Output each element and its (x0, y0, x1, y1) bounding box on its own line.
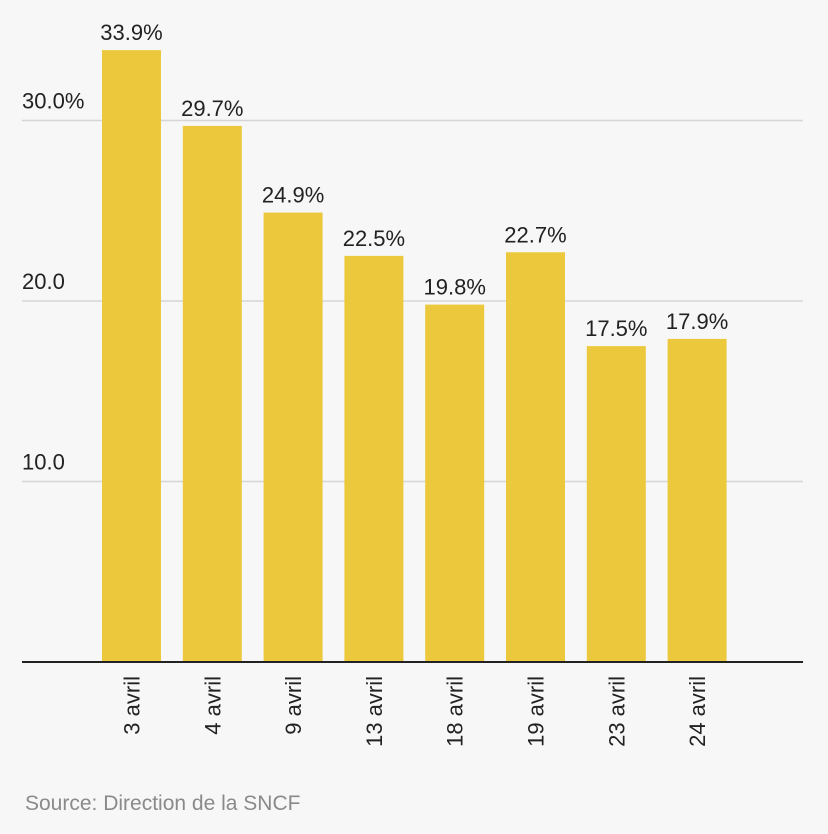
x-tick-label: 18 avril (443, 676, 468, 747)
data-label: 17.5% (585, 316, 647, 341)
x-tick-label: 23 avril (604, 676, 629, 747)
x-tick-label: 9 avril (281, 676, 306, 735)
bars (102, 50, 727, 663)
bar (586, 346, 646, 662)
x-tick-label: 13 avril (362, 676, 387, 747)
data-label: 17.9% (666, 309, 728, 334)
y-tick-labels: 10.0 20.0 30.0% (22, 89, 84, 475)
bar (263, 212, 323, 662)
data-label: 33.9% (100, 20, 162, 45)
x-tick-label: 24 avril (685, 676, 710, 747)
data-label: 24.9% (262, 183, 324, 208)
bar (102, 50, 161, 663)
y-tick-label: 20.0 (22, 269, 65, 294)
bar (182, 125, 242, 663)
bar (667, 338, 727, 662)
x-tick-label: 19 avril (524, 676, 549, 747)
y-tick-label: 10.0 (22, 450, 65, 475)
source-note: Source: Direction de la SNCF (25, 792, 301, 815)
x-tick-label: 4 avril (200, 676, 225, 735)
y-tick-label: 30.0% (22, 89, 84, 114)
data-label: 29.7% (181, 96, 243, 121)
data-label: 22.5% (343, 226, 405, 251)
data-label: 19.8% (424, 275, 486, 300)
value-labels: 33.9% 29.7% 24.9% 22.5% 19.8% 22.7% 17.5% 17.9% (100, 20, 728, 341)
bar (344, 255, 404, 662)
x-tick-label: 3 avril (120, 676, 145, 735)
bar (425, 304, 485, 662)
data-label: 22.7% (504, 222, 566, 247)
x-tick-labels: 3 avril 4 avril 9 avril 13 avril 18 avril 19 … (120, 676, 711, 747)
bar (506, 252, 565, 662)
